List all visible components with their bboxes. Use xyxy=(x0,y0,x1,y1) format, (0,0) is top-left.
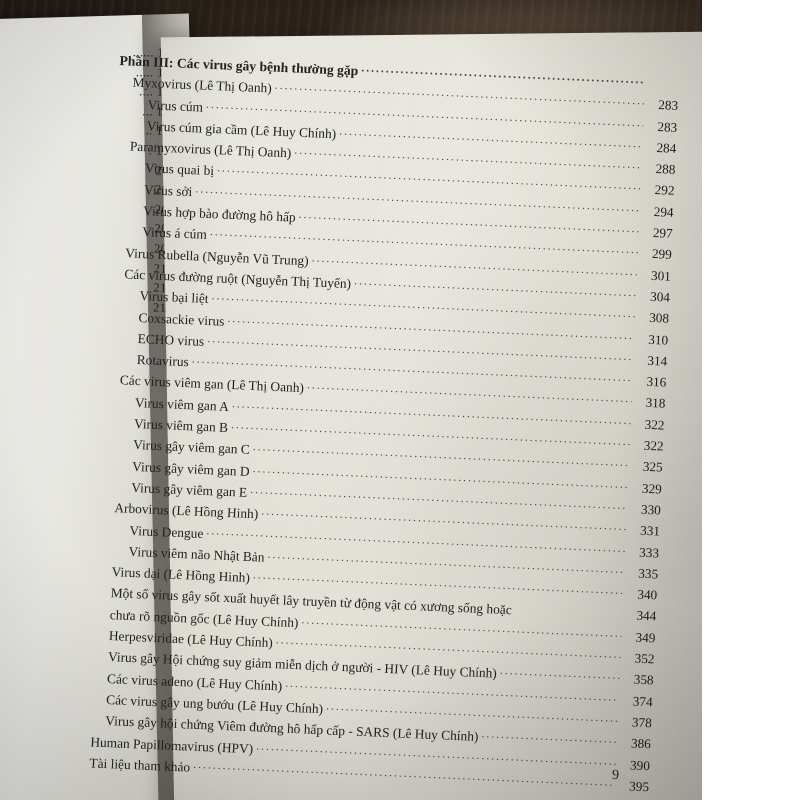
toc-entry-page: 325 xyxy=(642,459,663,475)
toc-entry-page: 294 xyxy=(653,203,674,220)
toc-entry-page: 331 xyxy=(639,522,661,539)
toc-entry-label: Virus á cúm xyxy=(141,224,208,243)
toc-entry-page: 292 xyxy=(654,182,675,199)
toc-entry-list: Myxovirus (Lê Thị Oanh).................… xyxy=(89,71,679,797)
toc-entry-label: Virus cúm xyxy=(147,96,204,115)
toc-entry-page: 386 xyxy=(630,735,652,752)
toc-entry-page: 318 xyxy=(645,395,666,412)
toc-entry-page: 329 xyxy=(641,480,663,497)
toc-entry-page: 349 xyxy=(635,629,656,646)
canvas-right-margin xyxy=(702,0,800,800)
toc-entry-page: 316 xyxy=(646,373,667,390)
toc-entry-page: 374 xyxy=(632,693,653,709)
toc-entry-page: 310 xyxy=(648,331,669,348)
toc-entry-page: 283 xyxy=(657,118,678,135)
toc-entry-label: Virus bại liệt xyxy=(139,288,209,307)
toc-entry-page: 301 xyxy=(650,267,672,284)
toc-entry-page: 288 xyxy=(655,161,676,178)
toc-entry-page: 395 xyxy=(628,778,650,795)
toc-entry-page: 283 xyxy=(658,97,679,114)
page-folio-number: 9 xyxy=(611,767,620,784)
toc-entry-page: 378 xyxy=(631,714,653,731)
toc-entry-page: 344 xyxy=(636,608,657,624)
toc-entry-label: Rotavirus xyxy=(136,352,190,370)
toc-entry-page: 299 xyxy=(651,246,673,263)
toc-entry-page: 352 xyxy=(634,650,655,667)
toc-entry-page: 322 xyxy=(644,416,665,433)
toc-entry-page: 330 xyxy=(640,501,662,518)
toc-entry-page: 322 xyxy=(643,437,664,454)
toc-entry-page: 304 xyxy=(649,288,671,305)
toc-entry-page: 335 xyxy=(638,565,659,582)
toc-entry-page: 340 xyxy=(637,586,658,603)
toc-entry-page: 314 xyxy=(647,352,668,369)
toc-entry-page: 333 xyxy=(638,544,660,561)
book-photograph: ...... 176..... 183.... 188... 191.. 196… xyxy=(0,0,702,800)
toc-entry-page: 284 xyxy=(656,139,677,156)
toc-entry-page: 297 xyxy=(652,225,673,241)
toc-entry-page: 358 xyxy=(633,671,654,688)
table-of-contents: Phần III: Các virus gây bệnh thường gặp … xyxy=(89,50,679,797)
toc-entry-page: 390 xyxy=(629,756,651,773)
toc-entry-page: 308 xyxy=(648,310,670,326)
toc-entry-label: Virus sởi xyxy=(143,181,193,199)
toc-entry-label: Tài liệu tham khảo xyxy=(89,755,191,775)
